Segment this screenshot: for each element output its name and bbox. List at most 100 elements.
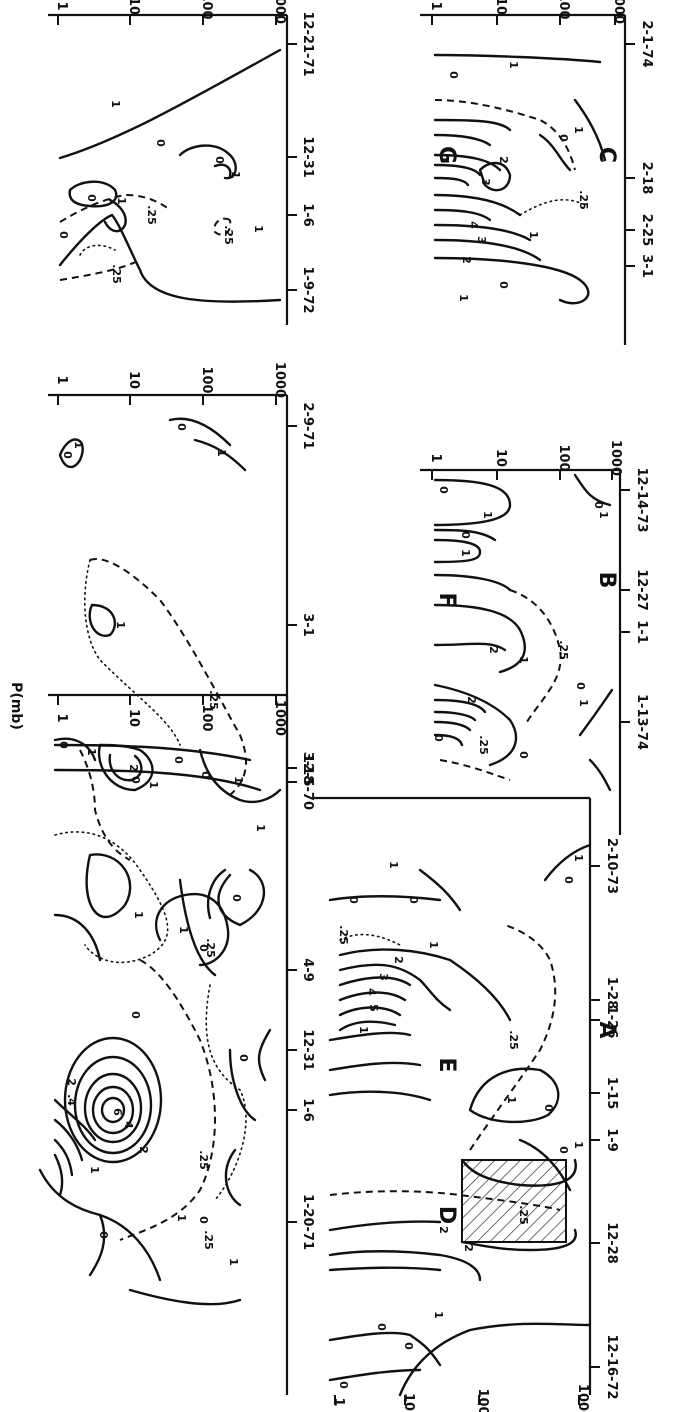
- contour-line: [468, 1067, 560, 1124]
- contour-line: [433, 256, 590, 305]
- contour-label: 1: [229, 171, 242, 179]
- contour-label: 1: [215, 449, 228, 457]
- panel-c-xtick-2: 1-6: [300, 203, 315, 227]
- contour-label: 5: [367, 1004, 380, 1012]
- contour-label: 2: [137, 1146, 150, 1154]
- contour-line: [418, 868, 462, 912]
- contour-line: [85, 853, 132, 919]
- panel-de-contours: 0 0 0 1 2 2 .25 0 1 0 1 .25 1 5 4 3 2 1 …: [328, 843, 592, 1397]
- y-axis-title: P(mb): [8, 682, 24, 730]
- contour-line: [433, 153, 502, 172]
- contour-line: [434, 99, 576, 171]
- panel-f-ytick-1: 1: [428, 453, 443, 462]
- contour-label: 1: [88, 1166, 101, 1174]
- contour-label: 0: [337, 1381, 350, 1389]
- contour-label: 0: [237, 1054, 250, 1062]
- contour-label: 0: [197, 944, 210, 952]
- panel-f-x-ticks: 12-14-73 12-27 1-1 1-13-74: [620, 467, 649, 750]
- contour-line: [213, 163, 232, 178]
- contour-line: [108, 753, 143, 782]
- contour-line: [53, 1098, 97, 1142]
- contour-label: .25: [110, 264, 123, 284]
- contour-label: 0: [97, 1231, 110, 1239]
- contour-line: [433, 208, 492, 222]
- contour-label: 1: [387, 861, 400, 869]
- contour-line: [543, 843, 592, 882]
- panel-g-ytick-100: 100: [556, 0, 571, 20]
- contour-label: 1: [572, 854, 585, 862]
- contour-line: [83, 1072, 143, 1144]
- contour-line: [79, 749, 131, 861]
- panel-e-xtick-2: 1-28: [604, 977, 619, 1010]
- contour-line: [178, 144, 237, 180]
- panel-f-xtick-2: 1-1: [634, 620, 649, 644]
- contour-label: 1: [527, 231, 540, 239]
- panel-f-xtick-1: 12-27: [634, 569, 649, 611]
- panel-e-xtick-0: 1-15: [604, 1077, 619, 1110]
- panel-c-xtick-3: 1-9-72: [300, 267, 315, 314]
- contour-label: 1: [427, 941, 440, 949]
- contour-line: [328, 1090, 432, 1102]
- contour-line: [398, 1322, 592, 1397]
- contour-line: [54, 831, 169, 964]
- contour-line: [198, 748, 282, 804]
- contour-label: 2: [497, 156, 510, 164]
- contour-line: [53, 1153, 64, 1197]
- contour-line: [206, 868, 227, 920]
- panel-b-ytick-1: 1: [54, 375, 69, 384]
- panel-a-y-ticks: 1 10 100 1000: [54, 695, 287, 736]
- contour-label: 0: [517, 751, 530, 759]
- contour-label: 1: [572, 1141, 585, 1149]
- panel-f-xtick-0: 12-14-73: [634, 467, 649, 532]
- panel-b-xtick-2: 3-18: [300, 752, 315, 785]
- contour-label: 1: [459, 549, 472, 557]
- panel-g-xtick-2: 2-25: [639, 214, 654, 247]
- panel-a-label: A: [594, 1021, 619, 1038]
- panel-b-xtick-3: 4-9: [300, 958, 315, 982]
- contour-line: [53, 1138, 74, 1177]
- contour-line: [433, 118, 512, 132]
- panel-b-xtick-0: 2-9-71: [300, 403, 315, 450]
- contour-line: [433, 720, 472, 732]
- panel-b-xtick-1: 3-1: [300, 613, 315, 637]
- contour-label: .25: [337, 925, 350, 945]
- contour-line: [89, 558, 247, 796]
- contour-label: 0: [347, 896, 360, 904]
- panel-f-ytick-10: 10: [493, 449, 508, 467]
- contour-line: [460, 1158, 577, 1187]
- contour-label: 0: [557, 134, 570, 142]
- contour-line: [433, 573, 512, 592]
- contour-line: [433, 163, 482, 177]
- contour-line: [63, 1036, 163, 1164]
- panel-c: C 1 10 100 1000 12-21-71 12-31 1-6 1-9-7…: [48, 0, 619, 325]
- contour-label: 1: [109, 100, 122, 108]
- contour-label: 1: [227, 1258, 240, 1266]
- contour-line: [155, 892, 230, 967]
- panel-d-xtick-2: 1-9: [604, 1128, 619, 1152]
- contour-line: [573, 98, 607, 162]
- contour-label: 1: [357, 1026, 370, 1034]
- contour-label: 0: [437, 486, 450, 494]
- contour-label: 2: [462, 1244, 475, 1252]
- contour-line: [178, 878, 217, 977]
- contour-label: .25: [222, 225, 235, 245]
- contour-line: [433, 603, 527, 674]
- panel-g-y-ticks: 1 10 100 1000: [428, 0, 626, 25]
- contour-label: 3: [377, 973, 390, 981]
- contour-label: 2: [437, 1226, 450, 1234]
- panel-c-y-ticks: 1 10 100 1000: [54, 0, 287, 25]
- contour-label: .25: [507, 1030, 520, 1050]
- contour-line: [119, 959, 216, 1241]
- contour-label: 2: [127, 764, 140, 772]
- contour-label: 1: [597, 511, 610, 519]
- contour-line: [328, 1220, 442, 1232]
- panel-f-ytick-1000: 1000: [608, 440, 623, 476]
- contour-label: 0: [213, 156, 226, 164]
- contour-line: [53, 1118, 84, 1162]
- panel-a-ytick-1000: 1000: [272, 700, 287, 736]
- contour-line: [97, 743, 154, 792]
- panel-f-ytick-100: 100: [556, 444, 571, 471]
- panel-f-contours: 0 1 0 1 2 .25 1 2 .25 0 1 0 0 1 0: [432, 473, 614, 792]
- contour-label: .25: [197, 1150, 210, 1170]
- panel-c-ytick-100: 100: [199, 0, 214, 20]
